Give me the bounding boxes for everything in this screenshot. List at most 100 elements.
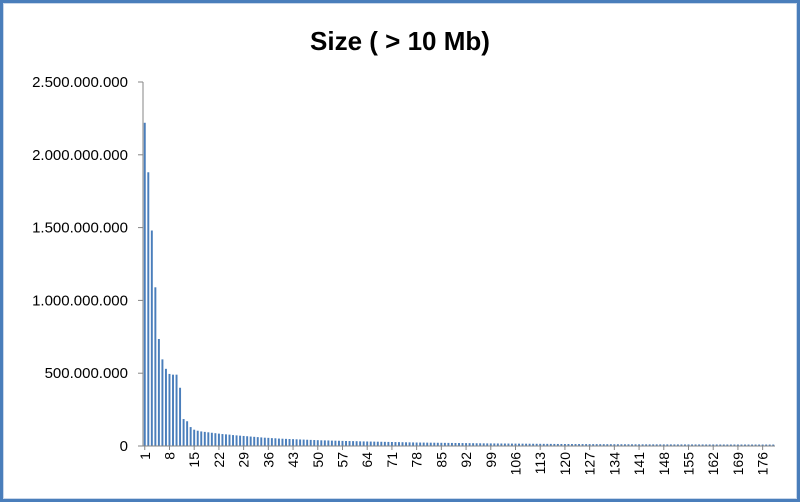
bar bbox=[740, 444, 743, 446]
bar bbox=[581, 444, 584, 446]
bar bbox=[302, 439, 305, 446]
bar bbox=[443, 442, 446, 446]
bar bbox=[422, 442, 425, 446]
bar bbox=[655, 444, 658, 446]
bar bbox=[687, 444, 690, 446]
bar bbox=[387, 441, 390, 446]
x-tick-label: 162 bbox=[705, 452, 721, 476]
bar bbox=[239, 435, 242, 446]
bar bbox=[747, 444, 750, 446]
bar bbox=[722, 444, 725, 446]
bar bbox=[295, 439, 298, 446]
y-tick-label: 1.500.000.000 bbox=[32, 220, 128, 237]
chart-title: Size ( > 10 Mb) bbox=[310, 26, 490, 56]
bar bbox=[376, 441, 379, 446]
x-tick-label: 127 bbox=[582, 452, 598, 476]
x-tick-label: 22 bbox=[211, 452, 227, 468]
x-tick-label: 29 bbox=[236, 452, 252, 468]
bar bbox=[627, 444, 630, 446]
bar bbox=[172, 374, 174, 446]
bar bbox=[270, 438, 273, 446]
bar bbox=[620, 444, 623, 446]
bar bbox=[705, 444, 708, 446]
bar bbox=[157, 338, 160, 446]
bar bbox=[553, 443, 556, 446]
bar bbox=[479, 443, 482, 446]
bar bbox=[645, 444, 648, 446]
bar bbox=[525, 443, 528, 446]
x-tick-label: 8 bbox=[161, 452, 177, 460]
bar bbox=[765, 444, 768, 446]
bar bbox=[574, 444, 577, 446]
bar bbox=[207, 432, 210, 446]
bar bbox=[263, 437, 266, 446]
bar bbox=[415, 442, 418, 446]
bar bbox=[193, 429, 196, 446]
x-tick-label: 106 bbox=[507, 452, 523, 476]
bar bbox=[662, 444, 665, 446]
bar bbox=[327, 440, 330, 446]
bar bbox=[186, 421, 189, 446]
bar bbox=[267, 437, 270, 446]
bar bbox=[330, 440, 333, 446]
bar bbox=[546, 443, 549, 446]
y-tick-label: 500.000.000 bbox=[45, 365, 128, 382]
bar bbox=[567, 444, 570, 446]
x-tick-label: 169 bbox=[730, 452, 746, 476]
bar bbox=[380, 441, 383, 446]
bar bbox=[306, 439, 309, 446]
bar bbox=[458, 443, 460, 446]
bar bbox=[164, 368, 167, 446]
x-tick-label: 43 bbox=[285, 452, 301, 468]
x-tick-label: 120 bbox=[557, 452, 573, 476]
bar bbox=[450, 442, 453, 446]
bar bbox=[680, 444, 683, 446]
bar bbox=[383, 441, 386, 446]
x-tick-label: 15 bbox=[186, 452, 202, 468]
bar bbox=[235, 435, 238, 446]
bar bbox=[440, 442, 443, 446]
bar bbox=[599, 444, 602, 446]
bar bbox=[631, 444, 633, 446]
x-tick-label: 85 bbox=[433, 452, 449, 468]
bar bbox=[521, 443, 524, 446]
bar bbox=[733, 444, 736, 446]
bar bbox=[175, 374, 178, 446]
x-tick-label: 176 bbox=[755, 452, 771, 476]
bar bbox=[292, 439, 295, 446]
bar bbox=[366, 441, 369, 446]
x-axis-ticks: 1 8 15 22 29 36 43 50 57 64 71 78 85 92 99 106 113 120 127… bbox=[137, 446, 771, 475]
bar bbox=[648, 444, 651, 446]
bar bbox=[436, 442, 439, 446]
bar bbox=[154, 287, 157, 446]
bar bbox=[676, 444, 679, 446]
bar bbox=[500, 443, 503, 446]
x-tick-label: 36 bbox=[260, 452, 276, 468]
bar bbox=[196, 430, 199, 446]
bar bbox=[602, 444, 605, 446]
x-tick-label: 64 bbox=[359, 452, 375, 468]
x-tick-label: 134 bbox=[606, 452, 622, 476]
bar bbox=[503, 443, 506, 446]
bar bbox=[355, 441, 358, 446]
bar bbox=[313, 440, 316, 446]
bar bbox=[726, 444, 729, 446]
bar bbox=[634, 444, 637, 446]
bar bbox=[606, 444, 609, 446]
bar bbox=[221, 434, 224, 446]
bar bbox=[182, 419, 185, 446]
bar bbox=[200, 431, 203, 446]
bar bbox=[510, 443, 513, 446]
bar bbox=[666, 444, 669, 446]
bar bbox=[232, 435, 234, 446]
bar bbox=[461, 443, 464, 446]
bar bbox=[362, 441, 365, 446]
bar bbox=[613, 444, 616, 446]
bar bbox=[189, 427, 192, 446]
bar bbox=[179, 387, 182, 446]
bar bbox=[609, 444, 612, 446]
bar bbox=[454, 442, 457, 446]
y-axis-ticks: 0 500.000.000 1.000.000.000 1.500.000.000 2.… bbox=[32, 74, 143, 455]
bar bbox=[143, 122, 146, 447]
